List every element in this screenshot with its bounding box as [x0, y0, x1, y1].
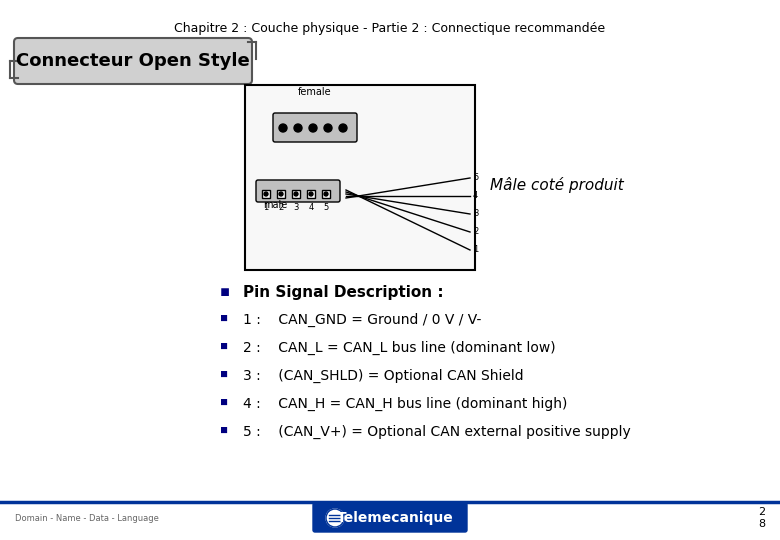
Text: 3: 3 — [473, 210, 478, 219]
Bar — [307, 190, 315, 198]
Text: Connecteur Open Style: Connecteur Open Style — [16, 52, 250, 70]
Circle shape — [279, 192, 283, 196]
Text: Telemecanique: Telemecanique — [337, 511, 453, 525]
Bar — [292, 190, 300, 198]
Text: 5 :    (CAN_V+) = Optional CAN external positive supply: 5 : (CAN_V+) = Optional CAN external pos… — [243, 425, 631, 439]
FancyBboxPatch shape — [273, 113, 357, 142]
Circle shape — [326, 509, 344, 527]
Text: 3 :    (CAN_SHLD) = Optional CAN Shield: 3 : (CAN_SHLD) = Optional CAN Shield — [243, 369, 523, 383]
Text: 4 :    CAN_H = CAN_H bus line (dominant high): 4 : CAN_H = CAN_H bus line (dominant hig… — [243, 397, 567, 411]
Text: 3: 3 — [293, 203, 299, 212]
Text: ◾: ◾ — [220, 369, 228, 379]
Text: ◾: ◾ — [220, 341, 228, 351]
Bar — [262, 190, 270, 198]
Text: ◾: ◾ — [220, 313, 228, 323]
Text: 2
8: 2 8 — [758, 507, 765, 529]
Text: 2: 2 — [278, 203, 284, 212]
Circle shape — [324, 124, 332, 132]
Bar — [277, 190, 285, 198]
Text: 2 :    CAN_L = CAN_L bus line (dominant low): 2 : CAN_L = CAN_L bus line (dominant low… — [243, 341, 555, 355]
Circle shape — [294, 124, 302, 132]
Circle shape — [339, 124, 347, 132]
Circle shape — [279, 124, 287, 132]
Text: 2: 2 — [473, 227, 478, 237]
Text: 1: 1 — [264, 203, 268, 212]
Text: 4: 4 — [308, 203, 314, 212]
Circle shape — [324, 192, 328, 196]
Text: 4: 4 — [473, 192, 478, 200]
Text: 5: 5 — [324, 203, 328, 212]
Circle shape — [264, 192, 268, 196]
Text: ◾: ◾ — [220, 285, 230, 299]
Text: ◾: ◾ — [220, 397, 228, 407]
Text: ◾: ◾ — [220, 425, 228, 435]
Text: female: female — [298, 87, 331, 97]
Text: Chapitre 2 : Couche physique - Partie 2 : Connectique recommandée: Chapitre 2 : Couche physique - Partie 2 … — [175, 22, 605, 35]
Circle shape — [309, 124, 317, 132]
Text: male: male — [263, 200, 287, 210]
Bar — [245, 85, 475, 270]
Bar — [322, 190, 330, 198]
FancyBboxPatch shape — [313, 503, 467, 532]
FancyBboxPatch shape — [256, 180, 340, 202]
FancyBboxPatch shape — [14, 38, 252, 84]
Circle shape — [294, 192, 298, 196]
Text: 5: 5 — [473, 173, 478, 183]
Text: Pin Signal Description :: Pin Signal Description : — [243, 285, 444, 300]
Circle shape — [309, 192, 313, 196]
Text: Domain - Name - Data - Language: Domain - Name - Data - Language — [15, 514, 159, 523]
Text: 1 :    CAN_GND = Ground / 0 V / V-: 1 : CAN_GND = Ground / 0 V / V- — [243, 313, 481, 327]
Text: Mâle coté produit: Mâle coté produit — [490, 177, 624, 193]
Text: 1: 1 — [473, 246, 478, 254]
